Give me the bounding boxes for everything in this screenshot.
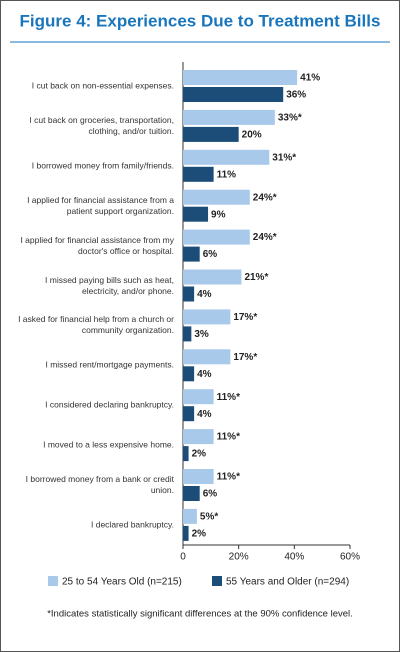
- category-label: I missed paying bills such as heat, elec…: [45, 274, 174, 296]
- bar: [183, 389, 214, 405]
- value-label: 6%: [203, 249, 218, 260]
- value-label: 24%*: [253, 232, 277, 243]
- bar: [183, 366, 195, 382]
- chart-title: Figure 4: Experiences Due to Treatment B…: [20, 11, 381, 30]
- legend-label: 25 to 54 Years Old (n=215): [62, 577, 182, 588]
- bar: [183, 166, 214, 182]
- value-label: 5%*: [200, 512, 218, 523]
- bar: [183, 206, 209, 222]
- bar: [183, 229, 250, 245]
- x-tick-label: 20%: [229, 552, 249, 563]
- category-label: I cut back on groceries, transportation,…: [29, 114, 174, 136]
- legend-label: 55 Years and Older (n=294): [226, 577, 349, 588]
- legend-swatch: [212, 576, 222, 586]
- bar: [183, 446, 189, 462]
- bar: [183, 429, 214, 445]
- bar: [183, 269, 242, 285]
- value-label: 11%*: [217, 472, 240, 483]
- bar: [183, 525, 189, 541]
- footnote: *Indicates statistically significant dif…: [47, 609, 353, 620]
- value-label: 4%: [197, 409, 212, 420]
- category-label: I cut back on non-essential expenses.: [31, 80, 174, 91]
- x-tick-label: 0: [180, 552, 186, 563]
- x-tick-label: 40%: [284, 552, 304, 563]
- bar: [183, 349, 231, 365]
- value-label: 20%: [242, 130, 262, 141]
- category-label: I declared bankruptcy.: [91, 519, 174, 530]
- bar: [183, 109, 275, 125]
- value-label: 6%: [203, 489, 218, 500]
- bar: [183, 406, 195, 422]
- bar: [183, 326, 192, 342]
- category-label: I borrowed money from a bank or credit u…: [25, 474, 174, 495]
- bar: [183, 486, 200, 501]
- legend-swatch: [48, 576, 58, 586]
- category-label: I asked for financial help from a church…: [18, 314, 174, 336]
- value-label: 4%: [197, 289, 212, 300]
- bar: [183, 508, 197, 524]
- value-label: 36%: [286, 90, 306, 101]
- value-label: 11%*: [217, 392, 240, 403]
- bar: [183, 70, 298, 85]
- value-label: 31%*: [272, 152, 296, 163]
- value-label: 24%*: [253, 192, 277, 203]
- value-label: 11%*: [217, 432, 240, 443]
- value-label: 11%: [217, 169, 237, 180]
- category-label: I applied for financial assistance from …: [20, 234, 174, 256]
- value-label: 21%*: [244, 272, 268, 283]
- value-label: 2%: [192, 529, 207, 540]
- value-label: 9%: [211, 209, 226, 220]
- value-label: 17%*: [233, 352, 257, 363]
- bar: [183, 309, 231, 325]
- bar: [183, 246, 200, 262]
- value-label: 41%: [300, 73, 320, 84]
- bar: [183, 126, 239, 142]
- category-label: I moved to a less expensive home.: [43, 439, 174, 450]
- bar: [183, 469, 214, 484]
- bar: [183, 189, 250, 205]
- value-label: 17%*: [233, 312, 257, 323]
- value-label: 3%: [194, 329, 209, 340]
- category-label: I missed rent/mortgage payments.: [45, 359, 174, 370]
- value-label: 33%*: [278, 113, 302, 124]
- bar: [183, 87, 284, 102]
- value-label: 4%: [197, 369, 212, 380]
- x-tick-label: 60%: [340, 552, 360, 563]
- category-label: I applied for financial assistance from …: [27, 194, 174, 216]
- bar: [183, 149, 270, 165]
- bar: [183, 286, 195, 302]
- category-label: I borrowed money from family/friends.: [31, 160, 174, 171]
- category-label: I considered declaring bankruptcy.: [45, 399, 174, 410]
- value-label: 2%: [192, 449, 207, 460]
